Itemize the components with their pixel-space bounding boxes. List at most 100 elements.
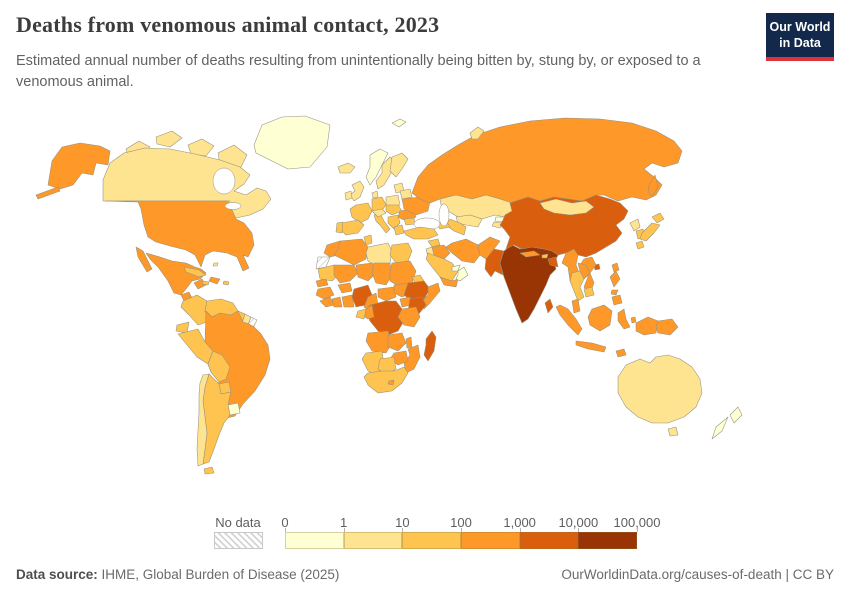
country-papua-new-guinea[interactable] [655,318,679,336]
country-bhutan[interactable] [541,253,549,259]
country-angola[interactable] [365,330,393,354]
country-tierra-del-fuego[interactable] [203,466,215,475]
country-central-african-republic[interactable] [377,286,397,302]
country-australia-tasmania[interactable] [667,426,679,437]
country-north-korea[interactable] [629,218,641,232]
country-sierra-leone-liberia[interactable] [319,296,335,308]
country-malaysia-borneo[interactable] [587,304,613,332]
country-indonesia-java[interactable] [575,340,607,353]
legend-color-bar[interactable] [285,532,638,549]
country-indonesia-moluccas[interactable] [630,316,637,324]
country-bangladesh[interactable] [547,256,559,268]
country-japan-kyushu[interactable] [635,240,645,250]
country-philippines-visayas[interactable] [610,289,619,296]
country-bahamas[interactable] [212,262,219,267]
owid-logo[interactable]: Our World in Data [766,13,834,61]
country-canada[interactable] [102,147,272,219]
country-burkina-faso[interactable] [337,282,353,294]
country-iran[interactable] [445,238,481,264]
country-ivory-coast[interactable] [331,296,343,308]
country-mexico-baja[interactable] [135,246,153,273]
country-taiwan[interactable] [611,262,620,273]
country-ireland[interactable] [344,190,353,201]
country-somalia[interactable] [421,282,441,310]
legend-bin-10,000-100,000[interactable] [578,532,638,549]
country-norway[interactable] [365,148,389,186]
country-guinea-region[interactable] [315,286,335,300]
country-tunisia[interactable] [363,234,373,246]
country-pakistan[interactable] [484,248,505,278]
country-svalbard[interactable] [391,118,407,128]
country-uae-qatar[interactable] [451,264,461,272]
country-cuba[interactable] [183,266,207,278]
country-new-zealand-north[interactable] [729,406,743,424]
country-russia[interactable] [411,117,683,204]
legend-bin-100-1,000[interactable] [461,532,520,549]
country-egypt[interactable] [389,242,413,264]
country-novaya-zemlya[interactable] [469,126,485,140]
country-canada-arctic2[interactable] [155,130,183,148]
country-mali[interactable] [333,264,359,284]
country-usa[interactable] [104,200,255,272]
country-australia[interactable] [617,354,703,424]
country-denmark[interactable] [371,190,379,199]
country-spain[interactable] [339,219,365,236]
footer-link[interactable]: OurWorldinData.org/causes-of-death [561,567,782,582]
country-yemen[interactable] [439,276,459,288]
country-south-africa[interactable] [363,366,409,394]
country-philippines-mindanao[interactable] [611,294,623,306]
country-mongolia[interactable] [539,198,595,216]
country-mexico[interactable] [145,252,207,296]
country-belarus[interactable] [399,188,413,200]
country-germany[interactable] [371,196,387,214]
country-italy[interactable] [373,212,391,234]
country-oman[interactable] [455,266,469,282]
country-indonesia-sulawesi[interactable] [617,308,631,330]
country-madagascar[interactable] [423,330,437,362]
country-ecuador[interactable] [175,321,190,334]
legend-bin-1,000-10,000[interactable] [519,532,579,549]
country-mozambique[interactable] [403,344,421,374]
country-tanzania[interactable] [397,306,421,328]
country-indonesia-papua[interactable] [635,316,659,336]
country-indonesia-sumatra[interactable] [555,304,583,336]
country-syria[interactable] [427,238,441,248]
country-czech-slovakia-hungary[interactable] [385,204,403,216]
country-malaysia[interactable] [571,298,581,314]
country-malawi[interactable] [405,336,413,349]
country-turkey[interactable] [403,226,439,240]
country-laos[interactable] [577,262,591,280]
country-bolivia[interactable] [207,350,231,383]
country-finland[interactable] [389,152,409,178]
legend-bin-0-1[interactable] [285,532,344,549]
country-sakhalin[interactable] [647,174,659,198]
country-tajikistan[interactable] [491,221,504,229]
country-japan-hokkaido[interactable] [651,212,665,224]
legend-bin-10-100[interactable] [402,532,462,549]
country-canada-arctic3[interactable] [187,138,215,157]
country-indonesia-timor[interactable] [615,348,627,358]
country-usa-alaska[interactable] [47,142,111,190]
country-senegal-gambia[interactable] [315,278,329,288]
country-portugal[interactable] [335,221,344,234]
country-ghana-togo-benin[interactable] [341,294,355,308]
country-sri-lanka[interactable] [544,298,554,314]
country-chad[interactable] [371,262,393,286]
country-lesotho[interactable] [387,379,395,386]
country-puerto-rico[interactable] [222,280,230,286]
country-japan-honshu[interactable] [639,222,661,242]
country-niger[interactable] [355,262,377,282]
legend-bin-1-10[interactable] [343,532,403,549]
country-switzerland-austria[interactable] [371,208,387,218]
country-cambodia[interactable] [583,286,595,298]
country-chile[interactable] [196,373,210,467]
country-hispaniola[interactable] [208,276,221,285]
country-china[interactable] [499,194,629,258]
legend-no-data-swatch[interactable] [214,532,263,549]
country-france[interactable] [349,202,373,224]
country-uk[interactable] [349,180,365,202]
country-new-zealand-south[interactable] [711,416,729,440]
country-greece[interactable] [393,224,405,236]
country-nepal[interactable] [519,250,541,258]
country-usa-aleutians[interactable] [35,186,61,200]
